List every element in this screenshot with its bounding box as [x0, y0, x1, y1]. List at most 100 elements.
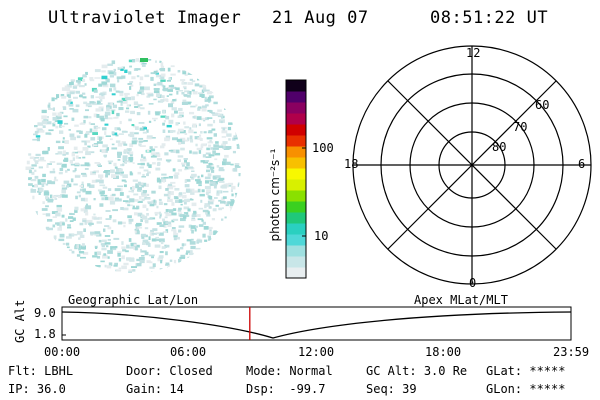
disk-pixel — [106, 245, 109, 248]
disk-pixel — [141, 198, 145, 202]
disk-pixel — [120, 102, 123, 106]
disk-pixel — [71, 233, 78, 236]
disk-pixel — [61, 187, 68, 190]
disk-pixel — [186, 102, 191, 105]
disk-pixel — [185, 252, 189, 255]
disk-pixel — [127, 160, 130, 163]
disk-pixel — [159, 268, 163, 272]
disk-pixel — [159, 213, 162, 217]
disk-pixel — [168, 119, 174, 124]
disk-pixel — [35, 135, 41, 138]
colorbar-segment — [286, 80, 306, 92]
disk-pixel — [180, 203, 183, 206]
disk-pixel — [152, 263, 156, 268]
disk-pixel — [127, 204, 131, 207]
disk-pixel — [159, 60, 162, 63]
disk-pixel — [37, 182, 42, 185]
disk-pixel — [125, 110, 130, 113]
disk-pixel — [111, 143, 115, 146]
disk-pixel — [212, 177, 217, 180]
colorbar-segment — [286, 113, 306, 125]
disk-pixel — [125, 250, 129, 253]
info-gain: Gain: 14 — [126, 382, 184, 396]
disk-pixel — [212, 112, 218, 116]
disk-pixel — [183, 121, 186, 125]
mlt-label-12: 12 — [466, 46, 481, 60]
disk-pixel — [201, 174, 204, 178]
disk-pixel — [153, 83, 157, 86]
disk-pixel — [89, 101, 95, 104]
disk-pixel — [62, 153, 66, 156]
disk-pixel — [176, 248, 180, 252]
disk-pixel — [201, 107, 207, 112]
disk-pixel — [119, 192, 124, 196]
disk-pixel — [167, 264, 171, 267]
disk-pixel — [147, 201, 152, 204]
disk-pixel — [111, 131, 115, 135]
disk-pixel — [93, 198, 96, 201]
disk-pixel — [186, 239, 192, 242]
disk-pixel — [102, 254, 108, 259]
disk-pixel — [41, 183, 45, 188]
disk-pixel — [213, 133, 217, 137]
disk-pixel — [111, 174, 116, 178]
disk-pixel — [110, 169, 114, 174]
disk-pixel — [225, 146, 232, 150]
disk-pixel — [228, 182, 234, 186]
disk-pixel — [174, 110, 178, 114]
disk-pixel — [120, 188, 123, 192]
disk-pixel — [102, 186, 108, 189]
disk-pixel — [104, 264, 107, 268]
disk-pixel — [150, 72, 156, 75]
disk-pixel — [213, 230, 217, 232]
disk-pixel — [119, 92, 124, 97]
disk-pixel — [205, 192, 209, 195]
disk-pixel — [94, 251, 99, 255]
disk-pixel — [59, 225, 62, 230]
disk-pixel — [178, 107, 183, 112]
disk-pixel — [207, 123, 213, 127]
colorbar-segment — [286, 157, 306, 169]
disk-pixel — [135, 226, 139, 230]
disk-pixel — [93, 89, 98, 93]
disk-pixel — [78, 251, 85, 254]
disk-pixel — [111, 193, 116, 196]
disk-pixel — [184, 74, 188, 76]
disk-pixel — [105, 135, 111, 137]
disk-pixel — [101, 247, 107, 251]
disk-pixel — [34, 160, 39, 164]
disk-pixel — [94, 162, 100, 164]
disk-pixel — [66, 94, 70, 97]
disk-pixel — [37, 179, 41, 183]
disk-pixel — [118, 168, 123, 172]
disk-pixel — [190, 227, 193, 231]
disk-pixel — [79, 123, 86, 125]
disk-pixel — [109, 138, 113, 141]
apex-title: Apex MLat/MLT — [414, 293, 508, 307]
disk-pixel — [119, 120, 122, 125]
disk-pixel — [47, 147, 50, 151]
disk-pixel — [137, 212, 143, 217]
disk-pixel — [195, 212, 198, 216]
disk-pixel — [108, 162, 112, 165]
disk-pixel — [221, 184, 227, 189]
disk-pixel — [41, 178, 46, 183]
disk-pixel — [92, 171, 96, 174]
disk-pixel — [172, 99, 176, 102]
disk-pixel — [167, 266, 173, 271]
disk-pixel — [51, 195, 57, 199]
disk-pixel — [209, 91, 214, 94]
info-glat: GLat: ***** — [486, 364, 566, 378]
disk-pixel — [79, 130, 83, 134]
disk-pixel — [80, 164, 85, 167]
disk-pixel — [82, 92, 86, 95]
disk-pixel — [233, 168, 238, 172]
disk-pixel — [193, 131, 197, 134]
disk-pixel — [215, 175, 221, 179]
disk-pixel — [170, 73, 176, 76]
disk-pixel — [30, 167, 35, 170]
disk-pixel — [132, 207, 139, 210]
disk-pixel — [198, 207, 204, 210]
disk-pixel — [171, 227, 176, 230]
disk-pixel — [45, 226, 50, 231]
